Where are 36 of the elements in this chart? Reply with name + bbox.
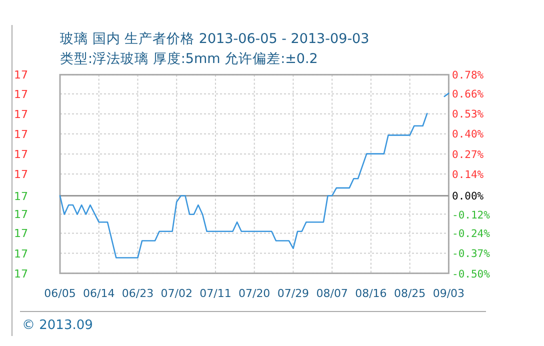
y-tick-label: 17 [14,148,28,161]
y2-tick-label: -0.12% [452,209,491,222]
x-tick-label: 08/25 [394,287,426,300]
y-tick-label: 17 [14,190,28,203]
y2-tick-label: 0.53% [452,108,484,120]
chart-subtitle: 类型:浮法玻璃 厚度:5mm 允许偏差:±0.2 [60,51,318,67]
x-tick-label: 07/11 [200,287,232,300]
y-tick-label: 17 [14,88,28,101]
x-tick-label: 06/23 [122,287,154,300]
y-tick-label: 17 [14,227,28,240]
y2-tick-label: -0.37% [452,248,491,260]
y-tick-label: 17 [14,267,28,280]
y-tick-label: 17 [14,168,28,181]
y-tick-label: 17 [14,128,28,141]
x-tick-label: 06/14 [83,287,115,300]
y-tick-label: 17 [14,108,28,121]
y2-tick-label: 0.00% [452,190,484,203]
text: © 2013.09 [22,318,93,333]
x-tick-label: 07/20 [238,287,270,300]
y2-tick-label: 0.27% [452,148,484,161]
y2-tick-label: 0.14% [452,169,484,181]
y-tick-label: 17 [14,208,28,222]
x-tick-label: 09/03 [432,287,465,300]
x-tick-label: 07/29 [277,287,310,300]
x-tick-label: 07/02 [160,287,192,300]
x-tick-label: 08/16 [355,287,387,300]
y2-tick-label: 0.40% [452,128,484,141]
x-tick-label: 06/05 [44,287,76,300]
y2-tick-label: -0.24% [452,228,491,240]
y2-tick-label: -0.50% [452,268,491,280]
y2-tick-label: 0.66% [452,88,484,100]
y-tick-label: 17 [14,247,28,260]
y2-tick-label: 0.78% [452,70,484,82]
y-tick-label: 17 [14,68,28,82]
chart-title: 玻璃 国内 生产者价格 2013-06-05 - 2013-09-03 [60,31,370,47]
x-tick-label: 08/07 [316,287,348,300]
